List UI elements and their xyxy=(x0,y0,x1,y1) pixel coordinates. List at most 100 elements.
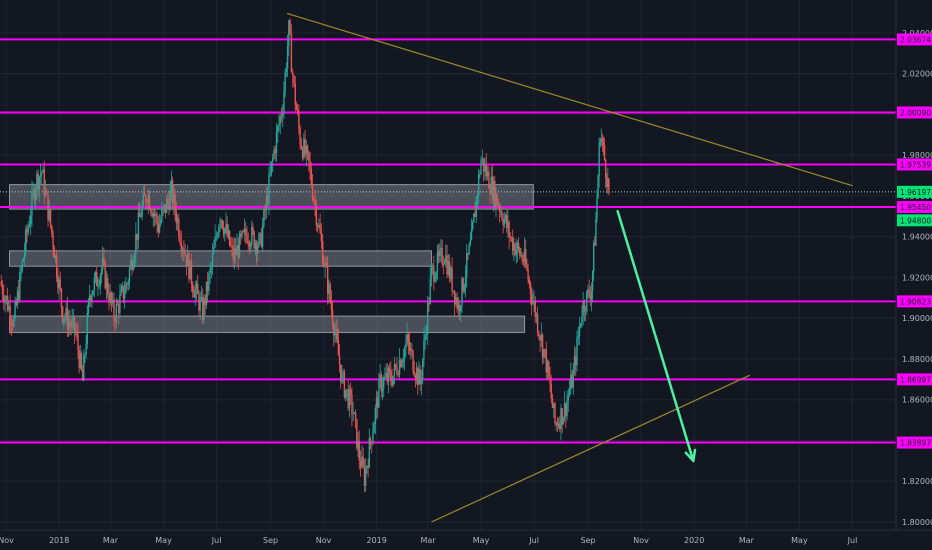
candle-body xyxy=(105,278,108,289)
time-axis[interactable]: Nov 2018 Mar May Jul Sep Nov 2019 Mar May Jul Sep No… xyxy=(0,536,857,545)
y-tick-label: 2.02000 xyxy=(902,70,932,79)
candle-body xyxy=(594,243,596,246)
candle-body xyxy=(418,369,420,385)
candle-body xyxy=(145,195,147,203)
candle-body xyxy=(347,389,349,409)
x-tick-label: May xyxy=(473,536,490,545)
candle-body xyxy=(4,298,6,303)
y-tick-label: 2.04000 xyxy=(902,29,932,38)
y-tick-label: 1.86000 xyxy=(902,396,932,405)
candle-body xyxy=(290,33,293,73)
candle-body xyxy=(222,228,225,235)
candle-body xyxy=(330,301,333,310)
candle-body xyxy=(521,254,523,261)
candle-body xyxy=(341,372,343,382)
candle-body xyxy=(475,197,477,217)
candle-body xyxy=(279,115,281,125)
candle-body xyxy=(471,222,474,230)
candle-body xyxy=(550,384,552,399)
candle-body xyxy=(344,389,347,398)
candle-body xyxy=(206,281,209,291)
candle-body xyxy=(60,288,63,307)
candle-body xyxy=(501,211,503,219)
candle-body xyxy=(571,374,573,388)
candle-body xyxy=(570,374,572,390)
projection-arrow[interactable] xyxy=(616,209,697,463)
candle-body xyxy=(503,219,506,226)
candle-body xyxy=(61,306,64,323)
candle-body xyxy=(601,138,604,143)
candle-body xyxy=(535,314,538,317)
candle-body xyxy=(285,68,288,72)
candle-body xyxy=(589,295,592,300)
candle-body xyxy=(238,234,241,258)
arrow-head[interactable] xyxy=(684,448,697,463)
candle-body xyxy=(148,194,151,210)
candle-body xyxy=(313,198,315,201)
candle-body xyxy=(403,348,406,360)
candle-body xyxy=(41,172,43,175)
candle-body xyxy=(425,334,428,335)
level-badge-background xyxy=(897,436,932,449)
candle-body xyxy=(204,298,206,306)
candle-body xyxy=(458,304,461,312)
candle-body xyxy=(132,263,135,270)
candle-body xyxy=(71,319,73,328)
candle-body xyxy=(358,441,360,461)
candle-body xyxy=(395,364,397,368)
candle-body xyxy=(53,247,55,259)
candle-body xyxy=(318,224,320,227)
candle-body xyxy=(381,387,384,392)
candle-body xyxy=(383,377,385,388)
candle-body xyxy=(11,324,14,327)
candle-body xyxy=(294,83,296,105)
candle-body xyxy=(540,334,543,341)
trendline[interactable] xyxy=(431,374,751,523)
candle-body xyxy=(545,349,547,373)
arrow-shaft[interactable] xyxy=(616,209,695,463)
candle-body xyxy=(551,398,554,408)
candle-body xyxy=(298,112,300,128)
trendline[interactable] xyxy=(286,12,853,187)
candle-body xyxy=(272,157,274,162)
candle-body xyxy=(453,290,456,305)
candle-body xyxy=(96,271,98,287)
candle-body xyxy=(441,247,443,265)
trendlines[interactable] xyxy=(286,12,853,523)
candle-body xyxy=(43,169,45,196)
candle-body xyxy=(323,264,325,267)
level-badge-background xyxy=(897,106,932,119)
candle-body xyxy=(333,324,335,336)
candle-body xyxy=(443,262,446,265)
candle-body xyxy=(28,224,31,227)
candle-body xyxy=(97,285,99,287)
candle-body xyxy=(126,283,128,285)
candle-body xyxy=(289,20,291,34)
candle-body xyxy=(470,229,473,241)
y-tick-label: 1.90000 xyxy=(902,314,932,323)
candle-body xyxy=(186,253,189,267)
candle-body xyxy=(155,214,157,216)
candle-body xyxy=(409,348,412,351)
candle-body xyxy=(588,288,590,296)
candle-body xyxy=(373,424,375,433)
level-badge-text: 1.97539 xyxy=(900,160,931,169)
candle-body xyxy=(164,204,167,213)
candle-body xyxy=(131,260,133,270)
candle-body xyxy=(48,209,50,221)
candle-body xyxy=(292,72,294,76)
horizontal-levels[interactable] xyxy=(0,38,896,444)
candle-body xyxy=(73,316,76,333)
candle-body xyxy=(486,171,489,177)
candle-body xyxy=(397,374,399,376)
candle-body xyxy=(315,204,318,225)
candle-body xyxy=(457,304,460,310)
candle-body xyxy=(437,252,440,257)
candle-body xyxy=(593,243,595,272)
candle-body xyxy=(168,201,170,210)
candle-body xyxy=(59,279,61,289)
candle-body xyxy=(337,340,340,356)
candle-body xyxy=(273,149,275,158)
